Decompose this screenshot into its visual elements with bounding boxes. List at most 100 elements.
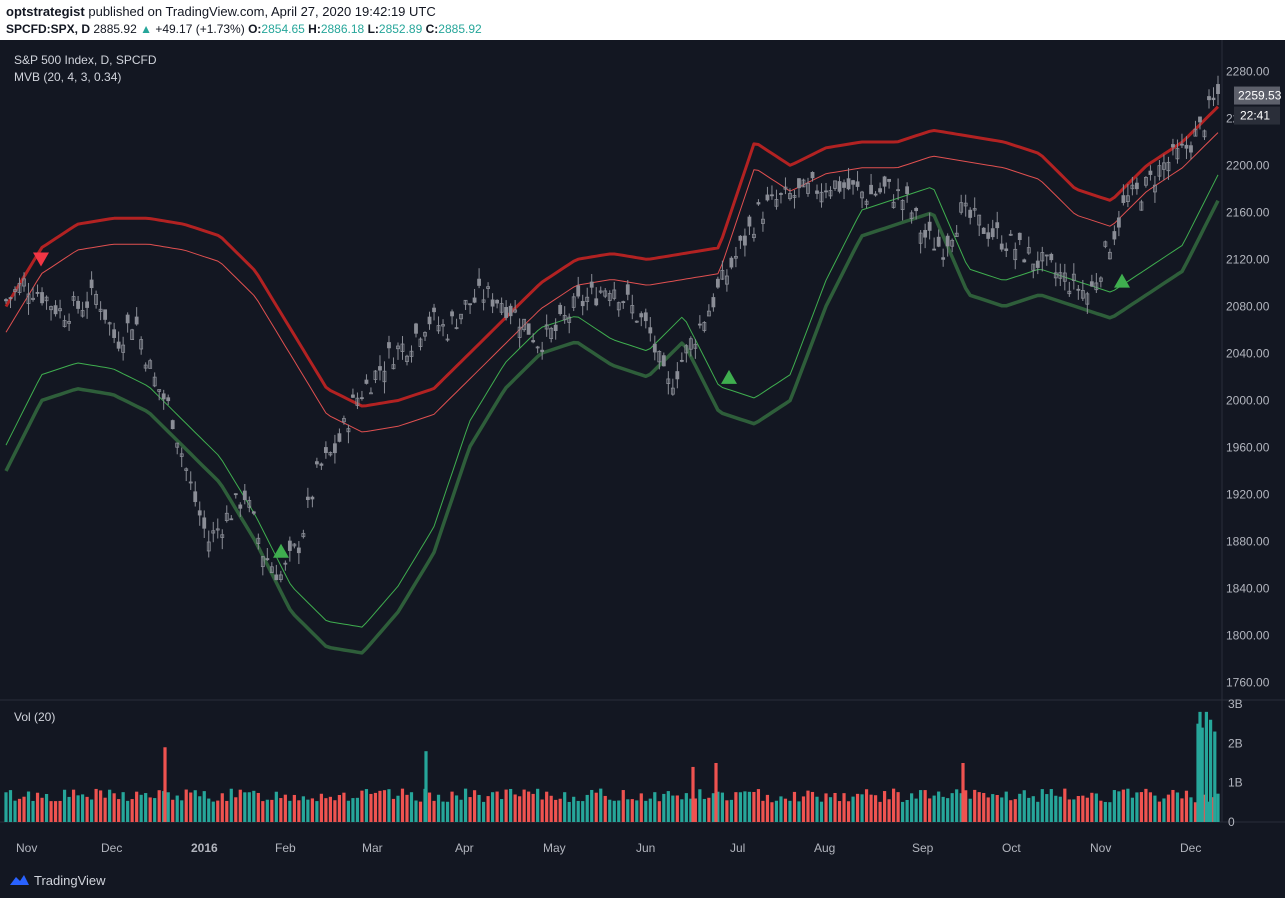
candle-body xyxy=(179,453,184,457)
candle-body xyxy=(22,278,26,287)
candle-body xyxy=(242,490,247,501)
volume-bar xyxy=(635,800,639,822)
candle-body xyxy=(495,299,500,304)
candle-body xyxy=(1085,293,1090,305)
volume-bar xyxy=(378,790,382,822)
volume-bar xyxy=(684,793,688,822)
symbol-label[interactable]: SPCFD:SPX, D xyxy=(6,22,91,36)
candle-body xyxy=(58,308,62,312)
candle-body xyxy=(351,394,355,398)
chart-canvas[interactable]: 2280.002240.002200.002160.002120.002080.… xyxy=(0,40,1285,864)
candle-body xyxy=(31,297,35,300)
volume-bar xyxy=(599,788,603,822)
volume-bar xyxy=(256,792,260,822)
open-label: O: xyxy=(248,22,262,36)
volume-bar xyxy=(1027,797,1031,822)
candle-body xyxy=(1026,247,1031,254)
candle-body xyxy=(792,195,797,198)
candle-body xyxy=(247,500,252,508)
candle-body xyxy=(959,202,964,213)
volume-bar xyxy=(4,792,8,822)
volume-bar xyxy=(1009,800,1013,822)
x-tick-label: Apr xyxy=(455,841,474,855)
volume-bar xyxy=(409,792,414,822)
candle-body xyxy=(747,216,752,227)
volume-bar xyxy=(193,790,197,822)
candle-body xyxy=(864,200,869,205)
publish-header: optstrategist published on TradingView.c… xyxy=(0,0,1285,40)
volume-bar xyxy=(486,796,490,822)
candle-body xyxy=(256,537,261,544)
volume-bar xyxy=(783,798,788,822)
volume-bar xyxy=(292,794,296,822)
volume-bar xyxy=(346,800,351,822)
volume-bar xyxy=(1153,795,1157,822)
x-tick-label: Jul xyxy=(730,841,745,855)
volume-bar xyxy=(288,800,292,822)
volume-bar xyxy=(626,799,630,822)
volume-bar xyxy=(319,793,323,822)
candle-body xyxy=(715,278,720,288)
volume-bar xyxy=(590,789,594,822)
volume-bar xyxy=(977,792,981,822)
volume-bar xyxy=(103,797,107,822)
candle-body xyxy=(1094,282,1099,291)
volume-spike-bar xyxy=(1200,727,1204,822)
volume-bar xyxy=(1040,789,1044,822)
volume-bar xyxy=(432,800,436,822)
volume-bar xyxy=(1135,792,1139,822)
candle-body xyxy=(801,179,806,188)
candle-body xyxy=(1116,217,1121,228)
volume-bar xyxy=(946,798,950,822)
candle-body xyxy=(941,257,946,260)
candle-body xyxy=(968,209,973,218)
candle-body xyxy=(905,186,910,194)
candle-body xyxy=(918,232,923,244)
volume-bar xyxy=(855,793,860,822)
grid xyxy=(0,40,1285,823)
volume-bar xyxy=(738,792,743,822)
candle-body xyxy=(1202,130,1207,138)
volume-bar xyxy=(509,788,513,822)
volume-bar xyxy=(905,799,909,822)
volume-bar xyxy=(315,801,319,822)
candle-body xyxy=(89,279,94,289)
volume-bar xyxy=(171,799,175,822)
volume-bar xyxy=(472,790,477,822)
indicator-legend[interactable]: MVB (20, 4, 3, 0.34) xyxy=(14,70,122,84)
x-tick-label: Sep xyxy=(912,841,934,855)
candle-body xyxy=(427,316,432,325)
volume-bar xyxy=(531,793,535,822)
volume-bar xyxy=(860,794,864,822)
volume-bar xyxy=(1000,797,1004,822)
candle-body xyxy=(932,248,937,251)
candle-body xyxy=(761,218,765,224)
candle-body xyxy=(1144,176,1148,186)
candle-body xyxy=(71,296,76,301)
volume-bar xyxy=(1067,799,1071,822)
volume-bar xyxy=(851,796,855,822)
volume-legend[interactable]: Vol (20) xyxy=(14,710,56,724)
candle-body xyxy=(1166,161,1171,172)
tradingview-logo[interactable]: TradingView xyxy=(8,872,106,888)
volume-bar xyxy=(301,796,305,822)
candle-body xyxy=(76,300,80,309)
volume-bar xyxy=(747,791,752,822)
candle-body xyxy=(1058,272,1063,279)
candle-body xyxy=(333,443,337,454)
volume-bar xyxy=(928,798,932,822)
candle-body xyxy=(603,290,608,297)
volume-bar xyxy=(567,801,571,822)
volume-bar xyxy=(729,799,733,822)
candle-body xyxy=(950,239,955,247)
volume-bar xyxy=(337,795,342,822)
volume-bar xyxy=(364,789,369,822)
candle-body xyxy=(296,547,301,554)
candle-body xyxy=(666,378,671,385)
chart-legend-title[interactable]: S&P 500 Index, D, SPCFD xyxy=(14,53,157,67)
volume-spike-bar xyxy=(1196,723,1200,822)
publisher-name[interactable]: optstrategist xyxy=(6,4,85,19)
candle-body xyxy=(697,323,702,326)
candle-body xyxy=(1071,273,1076,281)
footer: TradingView xyxy=(0,864,1285,898)
